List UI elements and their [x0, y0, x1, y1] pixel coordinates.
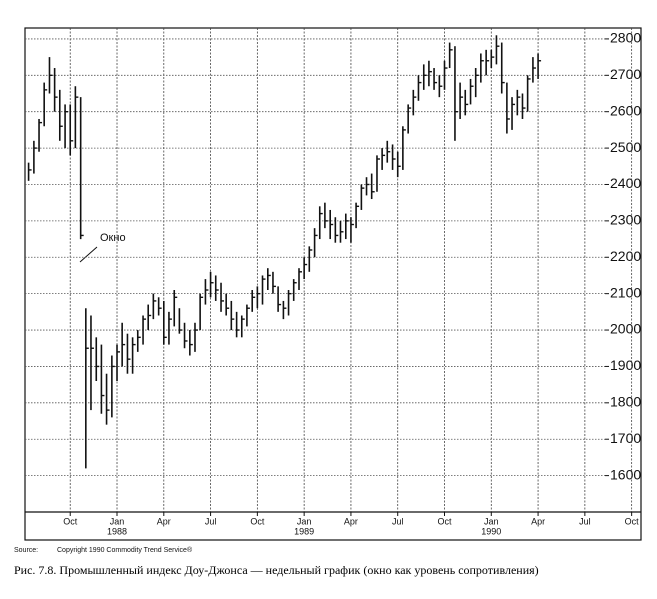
y-tick-label: 2600: [610, 102, 641, 118]
year-label: 1988: [107, 526, 127, 536]
y-tick-label: 2400: [610, 175, 641, 191]
x-tick-label: Jul: [205, 516, 217, 526]
x-tick-label: Jul: [579, 516, 591, 526]
caption-box: Рис. 7.8. Промышленный индекс Доу-Джонса…: [14, 563, 539, 577]
x-tick-label: Oct: [437, 516, 452, 526]
y-tick-label: 2800: [610, 30, 641, 46]
x-tick-label: Apr: [531, 516, 545, 526]
y-tick-label: 1600: [610, 466, 641, 482]
x-tick-label: Jan: [297, 516, 312, 526]
source: Copyright 1990 Commodity Trend Service®: [57, 546, 193, 554]
y-tick-label: 2300: [610, 212, 641, 228]
y-tick-label: 1700: [610, 430, 641, 446]
x-tick-label: Oct: [250, 516, 265, 526]
x-tick-label: Jan: [484, 516, 499, 526]
year-label: 1990: [481, 526, 501, 536]
year-label: 1989: [294, 526, 314, 536]
x-tick-label: Apr: [344, 516, 358, 526]
source-label: Source:: [14, 547, 38, 554]
x-tick-label: Jan: [110, 516, 125, 526]
x-tick-label: Oct: [625, 516, 640, 526]
y-tick-label: 1800: [610, 394, 641, 410]
annotation-arrow: [79, 246, 98, 263]
annotation: Окно: [100, 232, 126, 244]
x-tick-label: Oct: [63, 516, 78, 526]
y-tick-label: 2100: [610, 284, 641, 300]
plot-frame: [24, 27, 642, 541]
y-tick-label: 1900: [610, 357, 641, 373]
x-tick-label: Apr: [157, 516, 171, 526]
x-tick-label: Jul: [392, 516, 404, 526]
y-tick-label: 2500: [610, 139, 641, 155]
y-tick-label: 2200: [610, 248, 641, 264]
y-tick-label: 2700: [610, 66, 641, 82]
caption: Рис. 7.8. Промышленный индекс Доу-Джонса…: [14, 563, 539, 577]
y-tick-label: 2000: [610, 321, 641, 337]
